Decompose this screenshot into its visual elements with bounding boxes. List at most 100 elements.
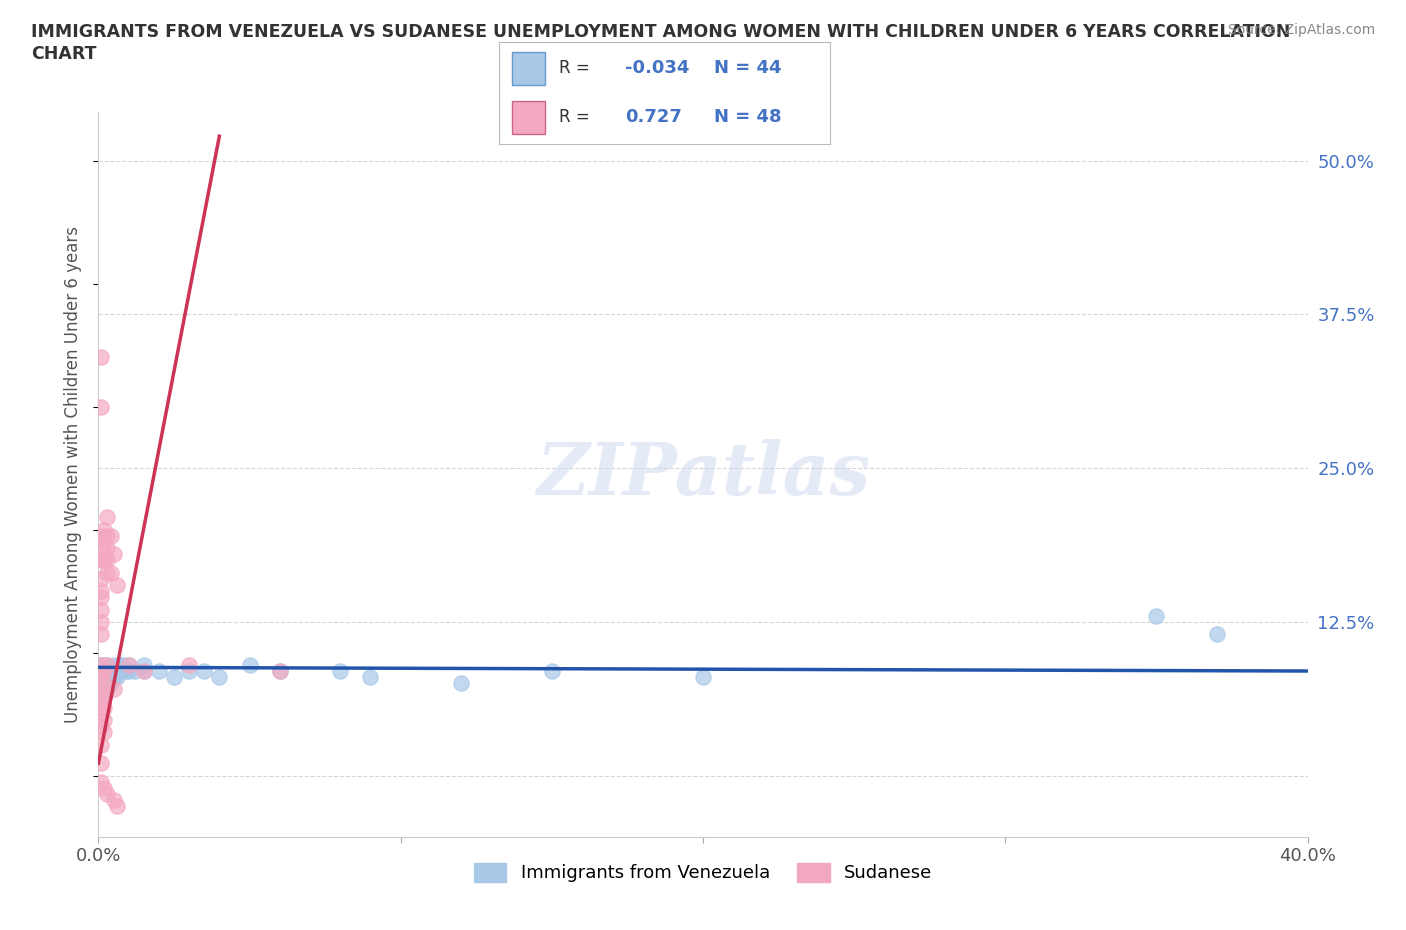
Point	[90, 682, 112, 697]
Point	[93, 658, 115, 672]
Point	[103, 658, 125, 672]
Point	[692, 670, 714, 684]
Point	[93, 725, 115, 740]
Point	[100, 664, 122, 679]
Point	[100, 670, 122, 684]
Point	[105, 578, 128, 592]
Point	[93, 676, 115, 691]
Point	[103, 792, 125, 807]
Point	[96, 670, 118, 684]
Point	[179, 664, 201, 679]
Text: -0.034: -0.034	[624, 59, 689, 77]
Point	[96, 540, 118, 555]
Point	[93, 688, 115, 703]
Point	[90, 676, 112, 691]
Point	[96, 787, 118, 802]
Bar	[512, 52, 546, 85]
Point	[93, 700, 115, 715]
Point	[90, 682, 112, 697]
Point	[96, 682, 118, 697]
Point	[93, 780, 115, 795]
Point	[90, 719, 112, 734]
Point	[90, 399, 112, 414]
Point	[90, 658, 112, 672]
Text: R =: R =	[558, 108, 589, 126]
Point	[269, 664, 291, 679]
Point	[90, 350, 112, 365]
Point	[100, 528, 122, 543]
Point	[239, 658, 262, 672]
Point	[114, 664, 136, 679]
Point	[93, 712, 115, 727]
Point	[90, 775, 112, 790]
Point	[96, 528, 118, 543]
Point	[93, 670, 115, 684]
Point	[90, 707, 112, 722]
Point	[540, 664, 562, 679]
Point	[329, 664, 352, 679]
Point	[105, 670, 128, 684]
Point	[90, 584, 112, 599]
Point	[90, 670, 112, 684]
Point	[96, 658, 118, 672]
Text: Source: ZipAtlas.com: Source: ZipAtlas.com	[1227, 23, 1375, 37]
Point	[103, 670, 125, 684]
Point	[111, 658, 134, 672]
Point	[90, 528, 112, 543]
Point	[108, 658, 131, 672]
Point	[96, 658, 118, 672]
Point	[193, 664, 215, 679]
Point	[90, 590, 112, 604]
Point	[208, 670, 231, 684]
Point	[132, 664, 155, 679]
Point	[90, 658, 112, 672]
Point	[105, 664, 128, 679]
Point	[90, 737, 112, 752]
Point	[132, 664, 155, 679]
Text: R =: R =	[558, 59, 589, 77]
Point	[124, 664, 146, 679]
Point	[118, 658, 141, 672]
Point	[179, 658, 201, 672]
Point	[360, 670, 382, 684]
Point	[163, 670, 186, 684]
Text: ZIPatlas: ZIPatlas	[536, 439, 870, 510]
Y-axis label: Unemployment Among Women with Children Under 6 years: Unemployment Among Women with Children U…	[65, 226, 83, 723]
Point	[93, 522, 115, 537]
Point	[90, 615, 112, 630]
Point	[96, 553, 118, 568]
Point	[90, 553, 112, 568]
Point	[93, 664, 115, 679]
Text: N = 44: N = 44	[714, 59, 782, 77]
Point	[93, 682, 115, 697]
Point	[96, 565, 118, 580]
Point	[269, 664, 291, 679]
Point	[105, 799, 128, 814]
Point	[90, 664, 112, 679]
Point	[103, 547, 125, 562]
Point	[93, 535, 115, 550]
Point	[132, 658, 155, 672]
Point	[90, 571, 112, 586]
Point	[90, 627, 112, 642]
Text: IMMIGRANTS FROM VENEZUELA VS SUDANESE UNEMPLOYMENT AMONG WOMEN WITH CHILDREN UND: IMMIGRANTS FROM VENEZUELA VS SUDANESE UN…	[31, 23, 1291, 41]
Legend: Immigrants from Venezuela, Sudanese: Immigrants from Venezuela, Sudanese	[467, 856, 939, 890]
Point	[100, 565, 122, 580]
Point	[93, 553, 115, 568]
Point	[1206, 627, 1229, 642]
Point	[108, 664, 131, 679]
Point	[118, 658, 141, 672]
Bar	[512, 101, 546, 134]
Text: 0.727: 0.727	[624, 108, 682, 126]
Point	[90, 756, 112, 771]
Text: CHART: CHART	[31, 45, 97, 62]
Point	[96, 676, 118, 691]
Point	[90, 602, 112, 617]
Point	[100, 676, 122, 691]
Point	[90, 540, 112, 555]
Text: N = 48: N = 48	[714, 108, 782, 126]
Point	[111, 664, 134, 679]
Point	[450, 676, 472, 691]
Point	[1144, 608, 1167, 623]
Point	[118, 664, 141, 679]
